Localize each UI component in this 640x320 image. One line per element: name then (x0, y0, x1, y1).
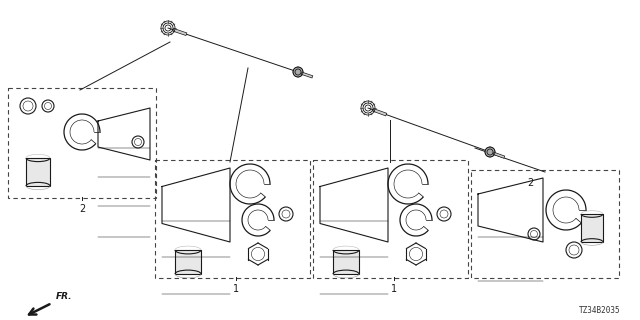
Text: TZ34B2035: TZ34B2035 (579, 306, 621, 315)
Text: 2: 2 (527, 178, 533, 188)
Bar (313, 160, 468, 278)
Text: 2: 2 (79, 204, 85, 214)
Bar (26, 158, 50, 186)
Bar (333, 250, 359, 274)
Bar (8, 88, 156, 198)
Bar (155, 160, 310, 278)
Text: 1: 1 (233, 284, 239, 294)
Text: 1: 1 (391, 284, 397, 294)
Text: FR.: FR. (56, 292, 72, 301)
Circle shape (293, 67, 303, 77)
Bar (471, 170, 619, 278)
Circle shape (485, 147, 495, 157)
Bar (175, 250, 201, 274)
Bar (581, 214, 603, 242)
